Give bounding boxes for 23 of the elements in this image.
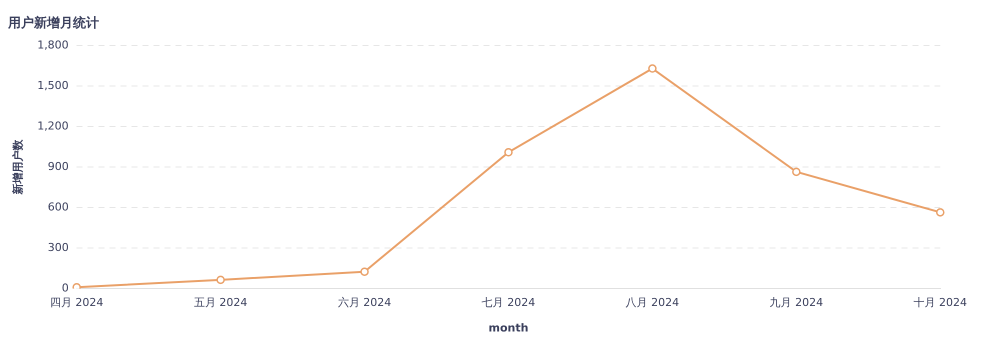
point bbox=[504, 148, 513, 156]
point bbox=[936, 208, 945, 217]
x-axis-title: month bbox=[488, 321, 528, 334]
x-tick-label: 六月 2024 bbox=[338, 296, 392, 310]
y-tick-label: 300 bbox=[48, 240, 69, 254]
x-tick-label: 四月 2024 bbox=[50, 296, 104, 310]
y-tick-label: 0 bbox=[62, 281, 69, 294]
x-tick-label: 八月 2024 bbox=[626, 296, 680, 310]
x-tick-label: 七月 2024 bbox=[482, 296, 536, 310]
x-tick-label: 九月 2024 bbox=[770, 296, 824, 310]
chart-title: 用户新增月统计 bbox=[7, 15, 99, 32]
y-tick-label: 1,200 bbox=[37, 119, 69, 132]
point bbox=[216, 276, 225, 284]
point bbox=[360, 267, 369, 276]
x-tick-label: 十月 2024 bbox=[914, 296, 968, 310]
y-tick-label: 600 bbox=[48, 200, 69, 214]
y-axis-title: 新增用户数 bbox=[11, 138, 24, 196]
x-tick-label: 五月 2024 bbox=[194, 296, 248, 310]
point bbox=[792, 168, 801, 176]
point bbox=[648, 64, 657, 73]
y-tick-label: 1,500 bbox=[37, 78, 69, 92]
y-tick-label: 1,800 bbox=[37, 38, 69, 52]
y-tick-label: 900 bbox=[48, 160, 69, 173]
